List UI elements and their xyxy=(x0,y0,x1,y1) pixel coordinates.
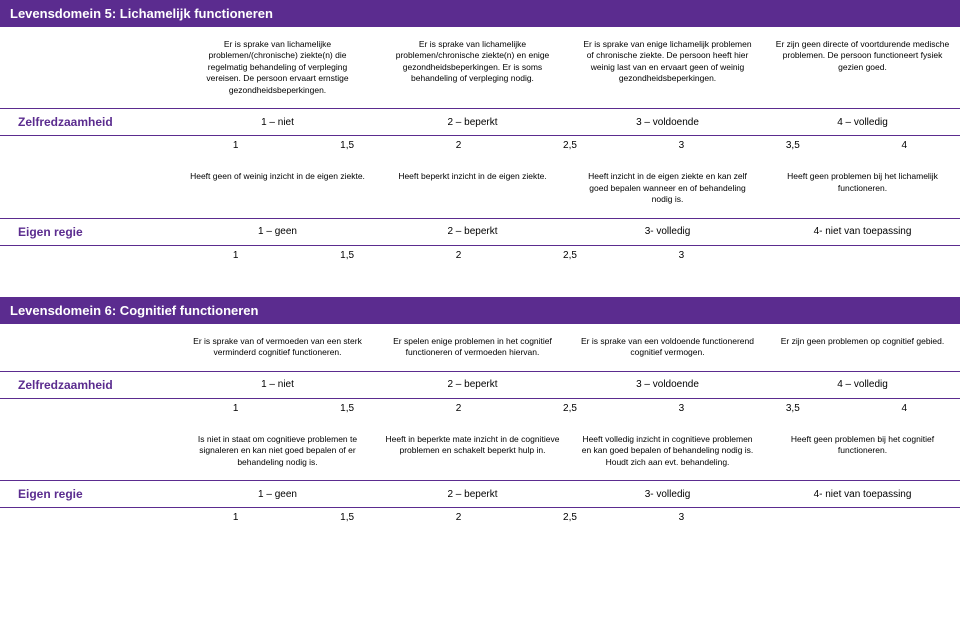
num: 1 xyxy=(180,403,291,414)
spacer xyxy=(0,332,180,363)
d5-regie-desc-row: Heeft geen of weinig inzicht in de eigen… xyxy=(0,159,960,217)
d6-regie-desc-1: Is niet in staat om cognitieve problemen… xyxy=(180,430,375,472)
d5-zelf-desc-1: Er is sprake van lichamelijke problemen/… xyxy=(180,35,375,100)
d6-zelf-desc-3: Er is sprake van een voldoende functione… xyxy=(570,332,765,363)
d6-zelf-num-row: 1 1,5 2 2,5 3 3,5 4 xyxy=(0,399,960,422)
num: 1,5 xyxy=(291,140,402,151)
num: 3,5 xyxy=(737,403,848,414)
d6-regie-desc-3: Heeft volledig inzicht in cognitieve pro… xyxy=(570,430,765,472)
d5-zelf-scale-row: Zelfredzaamheid 1 – niet 2 – beperkt 3 –… xyxy=(0,109,960,135)
d5-zelf-desc-3: Er is sprake van enige lichamelijk probl… xyxy=(570,35,765,100)
num: 2,5 xyxy=(514,250,625,261)
d5-regie-desc-3: Heeft inzicht in de eigen ziekte en kan … xyxy=(570,167,765,209)
d5-zelf-desc-row: Er is sprake van lichamelijke problemen/… xyxy=(0,27,960,108)
d5-regie-num-row: 1 1,5 2 2,5 3 xyxy=(0,246,960,269)
domain-6-header: Levensdomein 6: Cognitief functioneren xyxy=(0,297,960,324)
num: 1 xyxy=(180,512,291,523)
spacer xyxy=(737,512,960,523)
num: 2 xyxy=(403,512,514,523)
d6-regie-desc-row: Is niet in staat om cognitieve problemen… xyxy=(0,422,960,480)
num: 4 xyxy=(849,403,960,414)
scale-item: 3- volledig xyxy=(570,226,765,237)
scale-item: 1 – niet xyxy=(180,117,375,128)
domain-6-block: Levensdomein 6: Cognitief functioneren E… xyxy=(0,297,960,531)
spacer xyxy=(737,250,960,261)
d5-regie-scale-row: Eigen regie 1 – geen 2 – beperkt 3- voll… xyxy=(0,219,960,245)
num: 3 xyxy=(626,403,737,414)
spacer xyxy=(0,35,180,100)
num: 3 xyxy=(626,512,737,523)
num: 1,5 xyxy=(291,512,402,523)
d6-regie-desc-4: Heeft geen problemen bij het cognitief f… xyxy=(765,430,960,472)
spacer xyxy=(0,430,180,472)
num: 1 xyxy=(180,140,291,151)
scale-item: 1 – niet xyxy=(180,379,375,390)
num: 2 xyxy=(403,140,514,151)
d5-regie-desc-4: Heeft geen problemen bij het lichamelijk… xyxy=(765,167,960,209)
num: 1 xyxy=(180,250,291,261)
spacer xyxy=(0,167,180,209)
d6-zelf-desc-row: Er is sprake van of vermoeden van een st… xyxy=(0,324,960,371)
scale-item: 2 – beperkt xyxy=(375,226,570,237)
num: 4 xyxy=(849,140,960,151)
d6-zelf-scale-row: Zelfredzaamheid 1 – niet 2 – beperkt 3 –… xyxy=(0,372,960,398)
num: 3 xyxy=(626,250,737,261)
d5-zelf-desc-4: Er zijn geen directe of voortdurende med… xyxy=(765,35,960,100)
d6-regie-label: Eigen regie xyxy=(0,487,180,501)
d5-regie-label: Eigen regie xyxy=(0,225,180,239)
scale-item: 4- niet van toepassing xyxy=(765,226,960,237)
num: 1,5 xyxy=(291,250,402,261)
scale-item: 4 – volledig xyxy=(765,117,960,128)
scale-item: 3- volledig xyxy=(570,489,765,500)
scale-item: 2 – beperkt xyxy=(375,379,570,390)
scale-item: 1 – geen xyxy=(180,489,375,500)
scale-item: 3 – voldoende xyxy=(570,117,765,128)
scale-item: 4 – volledig xyxy=(765,379,960,390)
d6-regie-scale-row: Eigen regie 1 – geen 2 – beperkt 3- voll… xyxy=(0,481,960,507)
d6-regie-desc-2: Heeft in beperkte mate inzicht in de cog… xyxy=(375,430,570,472)
domain-5-header: Levensdomein 5: Lichamelijk functioneren xyxy=(0,0,960,27)
d6-zelf-desc-2: Er spelen enige problemen in het cogniti… xyxy=(375,332,570,363)
d5-regie-desc-2: Heeft beperkt inzicht in de eigen ziekte… xyxy=(375,167,570,209)
d6-zelf-label: Zelfredzaamheid xyxy=(0,378,180,392)
num: 2,5 xyxy=(514,140,625,151)
num: 2 xyxy=(403,250,514,261)
num: 1,5 xyxy=(291,403,402,414)
d5-regie-desc-1: Heeft geen of weinig inzicht in de eigen… xyxy=(180,167,375,209)
d6-zelf-desc-1: Er is sprake van of vermoeden van een st… xyxy=(180,332,375,363)
num: 3,5 xyxy=(737,140,848,151)
num: 2 xyxy=(403,403,514,414)
domain-5-block: Levensdomein 5: Lichamelijk functioneren… xyxy=(0,0,960,269)
num: 2,5 xyxy=(514,512,625,523)
d6-regie-num-row: 1 1,5 2 2,5 3 xyxy=(0,508,960,531)
d5-zelf-num-row: 1 1,5 2 2,5 3 3,5 4 xyxy=(0,136,960,159)
scale-item: 3 – voldoende xyxy=(570,379,765,390)
scale-item: 2 – beperkt xyxy=(375,117,570,128)
d6-zelf-desc-4: Er zijn geen problemen op cognitief gebi… xyxy=(765,332,960,363)
scale-item: 2 – beperkt xyxy=(375,489,570,500)
d5-zelf-desc-2: Er is sprake van lichamelijke problemen/… xyxy=(375,35,570,100)
d5-zelf-label: Zelfredzaamheid xyxy=(0,115,180,129)
scale-item: 4- niet van toepassing xyxy=(765,489,960,500)
num: 2,5 xyxy=(514,403,625,414)
scale-item: 1 – geen xyxy=(180,226,375,237)
num: 3 xyxy=(626,140,737,151)
